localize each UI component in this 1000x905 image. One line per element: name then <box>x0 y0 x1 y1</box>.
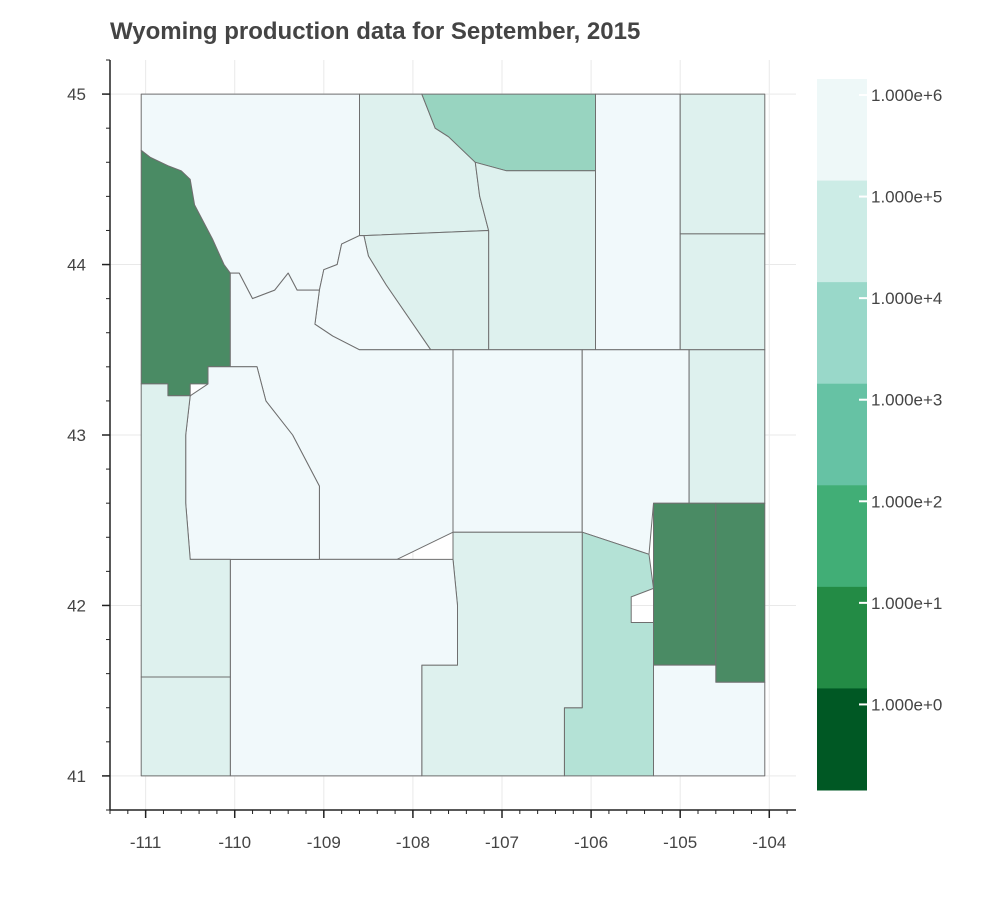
x-tick-label: -107 <box>485 833 519 852</box>
x-tick-label: -108 <box>396 833 430 852</box>
y-tick-label: 45 <box>67 85 86 104</box>
county-sweetwater[interactable] <box>229 558 458 777</box>
county-goshen[interactable] <box>653 502 717 666</box>
county-goshen-east[interactable] <box>715 502 766 683</box>
county-regions[interactable] <box>140 93 766 777</box>
chart-title: Wyoming production data for September, 2… <box>110 18 641 45</box>
colorbar-swatch <box>817 180 867 283</box>
y-tick-label: 42 <box>67 596 86 615</box>
x-tick-label: -105 <box>663 833 697 852</box>
colorbar-label: 1.000e+0 <box>871 695 942 714</box>
colorbar-label: 1.000e+2 <box>871 492 942 511</box>
colorbar-label: 1.000e+3 <box>871 391 942 410</box>
colorbar-swatch <box>817 383 867 486</box>
x-tick-label: -104 <box>752 833 786 852</box>
colorbar-swatch <box>817 282 867 385</box>
county-niobrara[interactable] <box>688 349 766 504</box>
county-natrona[interactable] <box>452 349 583 533</box>
county-laramie[interactable] <box>653 664 766 777</box>
colorbar-swatch <box>817 485 867 588</box>
axes: -111 -110 -109 -108 -107 -106 -105 -104 41 42 43 44… <box>67 59 796 852</box>
y-tick-label: 41 <box>67 767 86 786</box>
county-crook[interactable] <box>679 93 766 235</box>
county-campbell[interactable] <box>595 93 681 351</box>
colorbar: 1.000e+6 1.000e+5 1.000e+4 1.000e+3 1.000e+2… <box>817 79 942 791</box>
x-tick-label: -110 <box>218 833 251 852</box>
colorbar-label: 1.000e+1 <box>871 594 942 613</box>
county-uinta[interactable] <box>140 676 231 777</box>
colorbar-label: 1.000e+5 <box>871 188 942 207</box>
x-tick-label: -111 <box>130 833 162 852</box>
colorbar-swatch <box>817 688 867 791</box>
x-tick-label: -109 <box>307 833 341 852</box>
x-tick-label: -106 <box>574 833 608 852</box>
county-johnson[interactable] <box>474 161 596 351</box>
y-tick-label: 44 <box>67 256 86 275</box>
colorbar-swatch <box>817 79 867 182</box>
colorbar-label: 1.000e+4 <box>871 289 942 308</box>
county-weston[interactable] <box>679 233 766 351</box>
y-tick-label: 43 <box>67 426 86 445</box>
colorbar-label: 1.000e+6 <box>871 86 942 105</box>
colorbar-swatch <box>817 586 867 689</box>
